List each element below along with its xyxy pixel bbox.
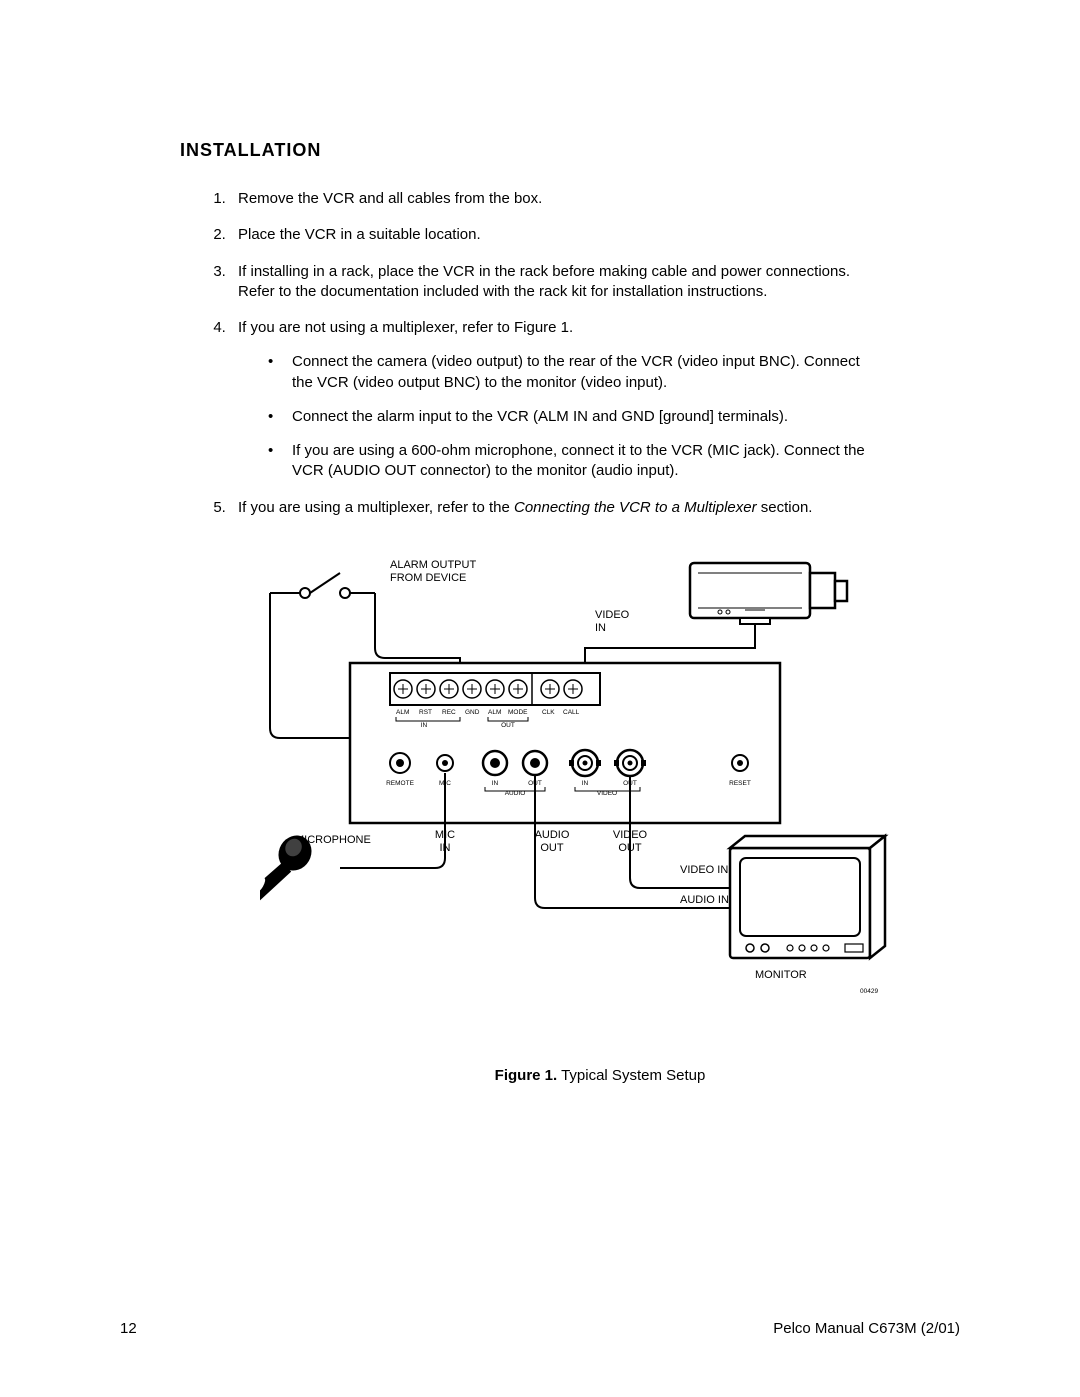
step-4c: If you are using a 600-ohm microphone, c… <box>268 441 872 482</box>
step-2: Place the VCR in a suitable location. <box>230 225 878 245</box>
svg-text:MODE: MODE <box>508 709 528 716</box>
svg-text:RST: RST <box>419 709 432 716</box>
step-1: Remove the VCR and all cables from the b… <box>230 189 878 209</box>
svg-text:REMOTE: REMOTE <box>386 780 414 787</box>
step-4b: Connect the alarm input to the VCR (ALM … <box>268 407 872 427</box>
label-video: VIDEO <box>595 609 630 621</box>
figure-caption-rest: Typical System Setup <box>557 1067 705 1084</box>
label-from-device: FROM DEVICE <box>390 572 466 584</box>
svg-text:ALM: ALM <box>488 709 501 716</box>
monitor-icon <box>730 836 885 958</box>
svg-text:CLK: CLK <box>542 709 555 716</box>
label-audio-out: OUT <box>540 842 564 854</box>
step-4-sublist: Connect the camera (video output) to the… <box>268 352 878 481</box>
step-3: If installing in a rack, place the VCR i… <box>230 262 878 303</box>
svg-text:CALL: CALL <box>563 709 580 716</box>
step-5-pre: If you are using a multiplexer, refer to… <box>238 499 514 516</box>
manual-id: Pelco Manual C673M (2/01) <box>773 1320 960 1337</box>
label-in: IN <box>595 622 606 634</box>
step-5: If you are using a multiplexer, refer to… <box>230 498 878 518</box>
svg-text:REC: REC <box>442 709 456 716</box>
page-footer: 12 Pelco Manual C673M (2/01) <box>120 1320 960 1337</box>
section-heading: INSTALLATION <box>180 140 960 161</box>
figure-caption-bold: Figure 1. <box>495 1067 558 1084</box>
label-video-in: VIDEO IN <box>680 864 728 876</box>
label-code: 00429 <box>860 988 878 995</box>
step-4-text: If you are not using a multiplexer, refe… <box>238 319 573 336</box>
svg-text:IN: IN <box>421 722 428 729</box>
label-audio: AUDIO <box>535 829 570 841</box>
label-alarm-output: ALARM OUTPUT <box>390 559 476 571</box>
svg-text:IN: IN <box>582 780 589 787</box>
svg-text:GND: GND <box>465 709 480 716</box>
alarm-device-icon <box>270 573 375 598</box>
figure-1: ALARM OUTPUT FROM DEVICE VIDEO IN <box>260 548 960 1084</box>
camera-icon <box>690 563 847 624</box>
page-number: 12 <box>120 1320 137 1337</box>
label-audio-in: AUDIO IN <box>680 894 729 906</box>
step-4: If you are not using a multiplexer, refe… <box>230 318 878 482</box>
step-5-italic: Connecting the VCR to a Multiplexer <box>514 499 757 516</box>
svg-text:IN: IN <box>492 780 499 787</box>
figure-caption: Figure 1. Typical System Setup <box>330 1067 870 1084</box>
label-monitor: MONITOR <box>755 969 807 981</box>
svg-text:OUT: OUT <box>501 722 515 729</box>
system-setup-diagram: ALARM OUTPUT FROM DEVICE VIDEO IN <box>260 548 940 1048</box>
svg-text:RESET: RESET <box>729 780 751 787</box>
step-5-post: section. <box>757 499 813 516</box>
page: INSTALLATION Remove the VCR and all cabl… <box>0 0 1080 1397</box>
step-4a: Connect the camera (video output) to the… <box>268 352 872 393</box>
installation-steps: Remove the VCR and all cables from the b… <box>230 189 960 518</box>
svg-text:ALM: ALM <box>396 709 409 716</box>
